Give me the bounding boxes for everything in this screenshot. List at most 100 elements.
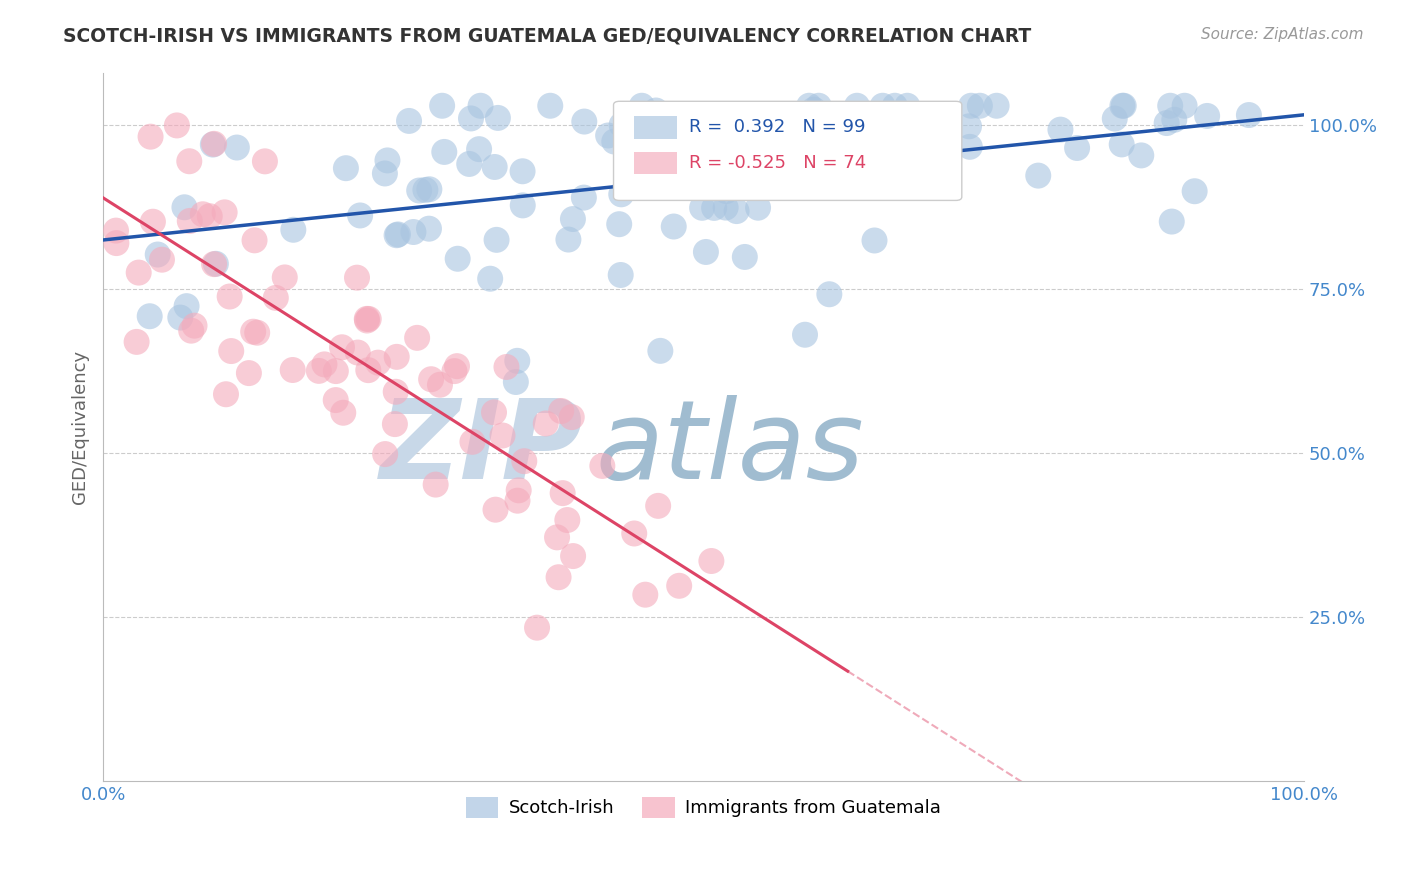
Point xyxy=(1049,122,1071,136)
Point xyxy=(218,289,240,303)
Point xyxy=(534,417,557,431)
Point xyxy=(169,310,191,325)
Point xyxy=(896,99,918,113)
Point xyxy=(387,227,409,242)
Point xyxy=(846,99,869,113)
Point xyxy=(486,111,509,125)
Point xyxy=(482,405,505,419)
Point xyxy=(959,140,981,154)
Point xyxy=(335,161,357,176)
Point xyxy=(526,621,548,635)
Point xyxy=(745,127,768,141)
Point xyxy=(561,410,583,425)
Point xyxy=(385,228,408,243)
Point xyxy=(356,313,378,327)
Point xyxy=(150,252,173,267)
Point xyxy=(225,140,247,154)
Point xyxy=(346,270,368,285)
Point xyxy=(325,393,347,408)
Point xyxy=(512,198,534,212)
Point xyxy=(797,99,820,113)
Point xyxy=(105,236,128,251)
Point xyxy=(214,205,236,219)
Point xyxy=(443,364,465,378)
Point xyxy=(807,99,830,113)
Point xyxy=(630,99,652,113)
Point xyxy=(513,454,536,468)
Point xyxy=(512,164,534,178)
Point xyxy=(762,175,785,189)
Point xyxy=(1174,99,1197,113)
Point xyxy=(179,154,201,169)
Point xyxy=(1130,148,1153,162)
Point xyxy=(883,99,905,113)
Point xyxy=(800,152,823,166)
Point xyxy=(264,291,287,305)
Point xyxy=(447,252,470,266)
Point xyxy=(385,350,408,364)
Point xyxy=(491,428,513,442)
Point xyxy=(219,344,242,359)
Point xyxy=(495,359,517,374)
Point xyxy=(662,219,685,234)
Point xyxy=(138,310,160,324)
Point xyxy=(314,358,336,372)
Point xyxy=(406,331,429,345)
Point xyxy=(700,554,723,568)
Point xyxy=(1237,108,1260,122)
Point xyxy=(1159,99,1181,113)
Point xyxy=(506,354,529,368)
Point xyxy=(238,366,260,380)
Point xyxy=(215,387,238,401)
Point xyxy=(446,359,468,373)
Point xyxy=(858,107,880,121)
Point xyxy=(243,233,266,247)
Point xyxy=(562,549,585,563)
Point xyxy=(505,375,527,389)
Point xyxy=(607,217,630,231)
Point xyxy=(176,299,198,313)
Point xyxy=(468,142,491,156)
Point xyxy=(458,157,481,171)
Point xyxy=(205,257,228,271)
Point xyxy=(202,136,225,151)
Text: Source: ZipAtlas.com: Source: ZipAtlas.com xyxy=(1201,27,1364,42)
Point xyxy=(374,447,396,461)
Point xyxy=(703,201,725,215)
Point xyxy=(349,209,371,223)
Point xyxy=(173,200,195,214)
Point xyxy=(308,364,330,378)
Point xyxy=(166,119,188,133)
Point xyxy=(202,257,225,271)
Point xyxy=(818,287,841,301)
Point xyxy=(461,434,484,449)
Point xyxy=(125,334,148,349)
Point xyxy=(610,187,633,202)
Point xyxy=(1026,169,1049,183)
Point xyxy=(1112,99,1135,113)
Point xyxy=(253,154,276,169)
Point xyxy=(547,570,569,584)
Point xyxy=(695,244,717,259)
Point xyxy=(408,184,430,198)
Point xyxy=(1184,184,1206,198)
Text: SCOTCH-IRISH VS IMMIGRANTS FROM GUATEMALA GED/EQUIVALENCY CORRELATION CHART: SCOTCH-IRISH VS IMMIGRANTS FROM GUATEMAL… xyxy=(63,27,1032,45)
Point xyxy=(384,417,406,431)
Point xyxy=(538,99,561,113)
Point xyxy=(1156,116,1178,130)
Text: R =  0.392   N = 99: R = 0.392 N = 99 xyxy=(689,119,866,136)
Point xyxy=(357,312,380,326)
Point xyxy=(357,363,380,377)
Point xyxy=(183,318,205,333)
Point xyxy=(283,223,305,237)
Point xyxy=(191,207,214,221)
Point xyxy=(377,153,399,168)
Point xyxy=(690,201,713,215)
Point xyxy=(330,340,353,354)
Point xyxy=(714,201,737,215)
Point xyxy=(374,166,396,180)
Point xyxy=(551,486,574,500)
Point xyxy=(824,131,846,145)
Point xyxy=(332,406,354,420)
Point xyxy=(1160,214,1182,228)
